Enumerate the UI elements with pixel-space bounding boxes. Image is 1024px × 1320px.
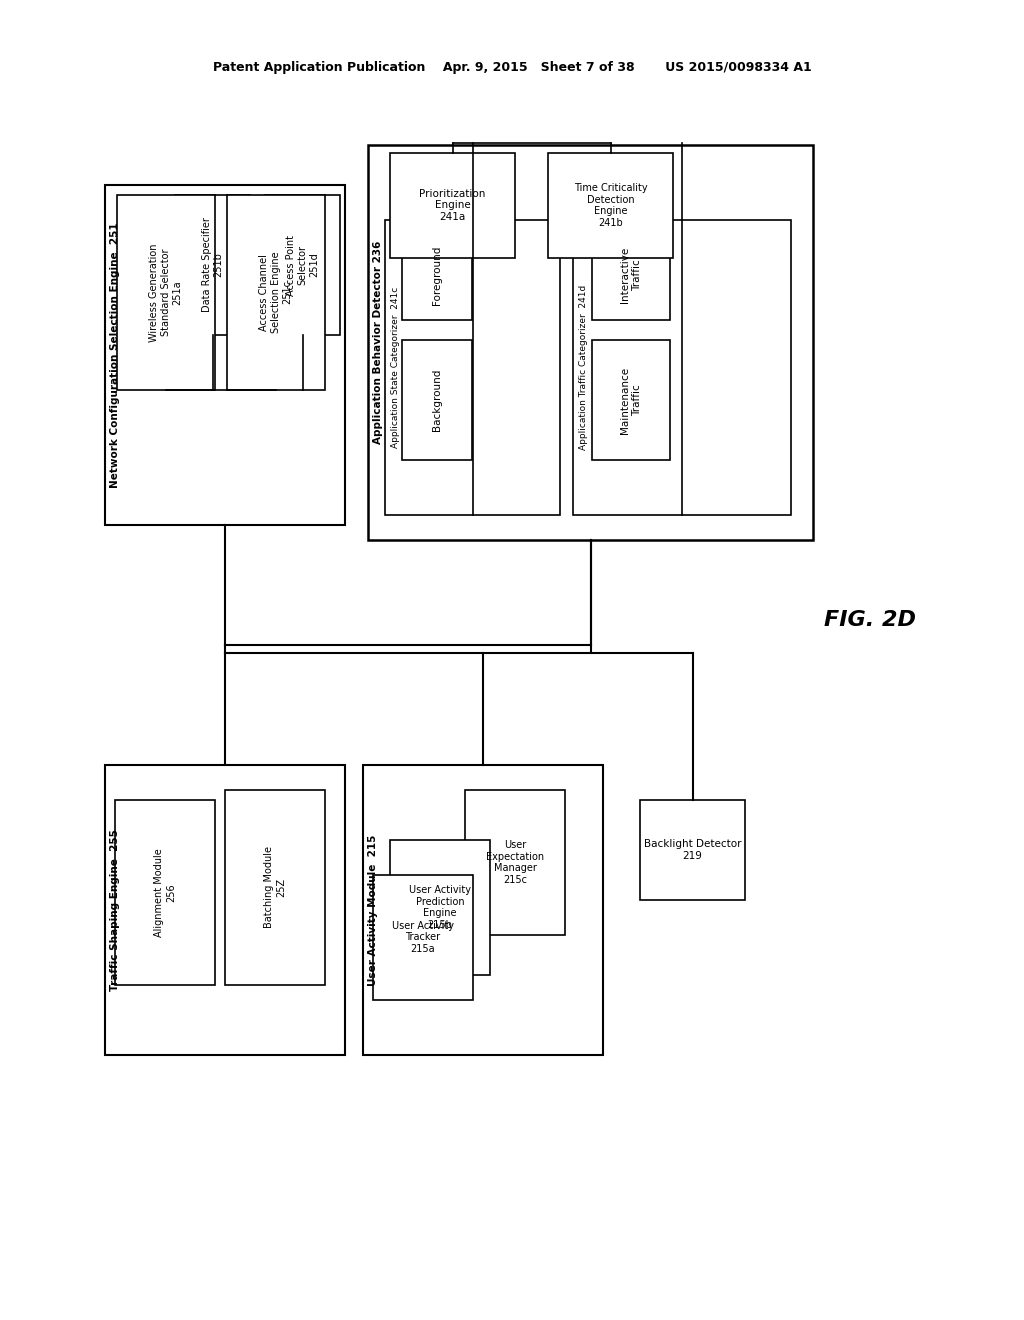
Bar <box>117 195 215 389</box>
Bar <box>362 766 603 1055</box>
Text: Data Rate Specifier
251b: Data Rate Specifier 251b <box>202 218 223 313</box>
Bar <box>390 840 490 975</box>
Bar <box>465 789 565 935</box>
Bar <box>373 875 473 1001</box>
Bar <box>105 185 345 525</box>
Bar <box>368 145 813 540</box>
Text: Access Point
Selector
251d: Access Point Selector 251d <box>286 235 319 296</box>
Bar <box>105 766 345 1055</box>
Text: FIG. 2D: FIG. 2D <box>824 610 916 630</box>
Text: Background: Background <box>432 368 442 432</box>
Bar <box>265 195 340 335</box>
Text: Wireless Generation
Standard Selector
251a: Wireless Generation Standard Selector 25… <box>150 243 182 342</box>
Bar <box>390 153 515 257</box>
Text: Application Traffic Categorizer  241d: Application Traffic Categorizer 241d <box>579 285 588 450</box>
Bar <box>385 220 560 515</box>
Bar <box>640 800 745 900</box>
Bar <box>402 230 472 319</box>
Text: Access Channel
Selection Engine
251c: Access Channel Selection Engine 251c <box>259 252 293 334</box>
Text: Application State Categorizer  241c: Application State Categorizer 241c <box>390 286 399 447</box>
Text: User
Expectation
Manager
215c: User Expectation Manager 215c <box>486 840 544 884</box>
Text: Time Criticality
Detection
Engine
241b: Time Criticality Detection Engine 241b <box>573 183 647 228</box>
Bar <box>592 230 670 319</box>
Bar <box>573 220 791 515</box>
Text: Backlight Detector
219: Backlight Detector 219 <box>644 840 741 861</box>
Bar <box>225 789 325 985</box>
Bar <box>548 153 673 257</box>
Text: Patent Application Publication    Apr. 9, 2015   Sheet 7 of 38       US 2015/009: Patent Application Publication Apr. 9, 2… <box>213 62 811 74</box>
Text: Batching Module
25Z: Batching Module 25Z <box>264 846 286 928</box>
Text: Alignment Module
256: Alignment Module 256 <box>155 849 176 937</box>
Bar <box>592 341 670 459</box>
Bar <box>402 341 472 459</box>
Text: Foreground: Foreground <box>432 246 442 305</box>
Text: Interactive
Traffic: Interactive Traffic <box>621 247 642 304</box>
Text: User Activity
Tracker
215a: User Activity Tracker 215a <box>392 921 454 954</box>
Text: Traffic Shaping Engine  255: Traffic Shaping Engine 255 <box>110 829 120 991</box>
Text: Prioritization
Engine
241a: Prioritization Engine 241a <box>419 189 485 222</box>
Text: Application Behavior Detector 236: Application Behavior Detector 236 <box>373 240 383 445</box>
Bar <box>227 195 325 389</box>
Text: Network Configuration Selection Engine  251: Network Configuration Selection Engine 2… <box>110 222 120 488</box>
Text: User Activity
Prediction
Engine
215b: User Activity Prediction Engine 215b <box>409 886 471 929</box>
Bar <box>115 800 215 985</box>
Text: Maintenance
Traffic: Maintenance Traffic <box>621 367 642 433</box>
Bar <box>175 195 250 335</box>
Text: User Activity Module  215: User Activity Module 215 <box>368 834 378 986</box>
